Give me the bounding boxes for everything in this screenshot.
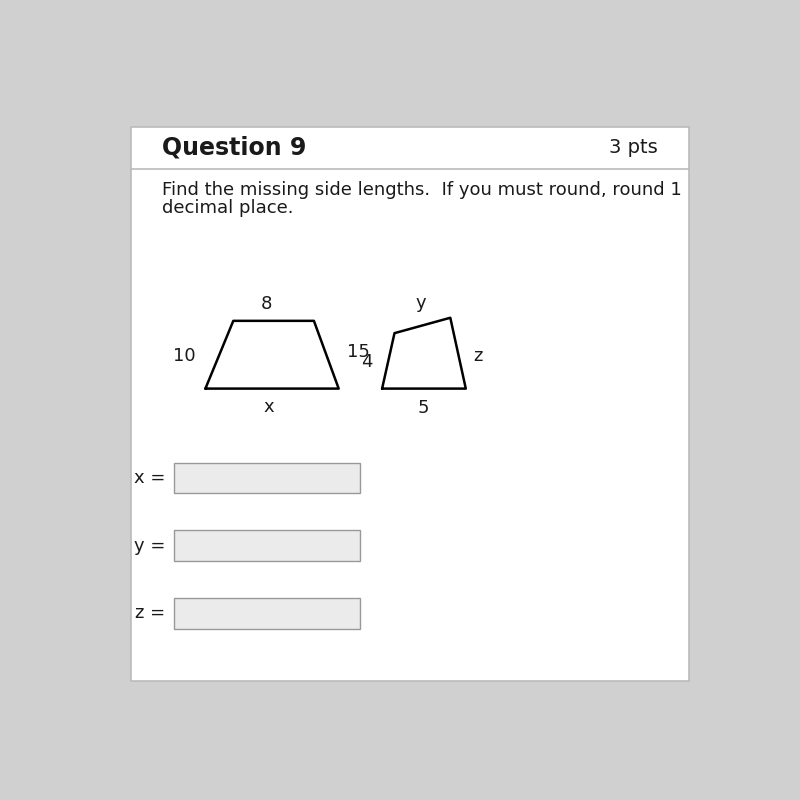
Text: y: y (416, 294, 426, 311)
Text: y =: y = (134, 537, 165, 554)
Text: x: x (263, 398, 274, 416)
Text: 15: 15 (346, 342, 370, 361)
Text: z =: z = (135, 605, 165, 622)
FancyBboxPatch shape (174, 598, 360, 629)
Text: 3 pts: 3 pts (610, 138, 658, 158)
Text: 8: 8 (261, 295, 272, 313)
FancyBboxPatch shape (131, 126, 689, 682)
FancyBboxPatch shape (174, 462, 360, 494)
Text: z: z (474, 347, 482, 365)
Text: x =: x = (134, 469, 165, 487)
Text: 4: 4 (362, 353, 373, 371)
Text: 5: 5 (418, 399, 430, 417)
Text: Question 9: Question 9 (162, 136, 306, 160)
Text: 10: 10 (174, 347, 196, 365)
Text: decimal place.: decimal place. (162, 199, 294, 217)
FancyBboxPatch shape (174, 530, 360, 561)
Text: Find the missing side lengths.  If you must round, round 1: Find the missing side lengths. If you mu… (162, 181, 682, 198)
